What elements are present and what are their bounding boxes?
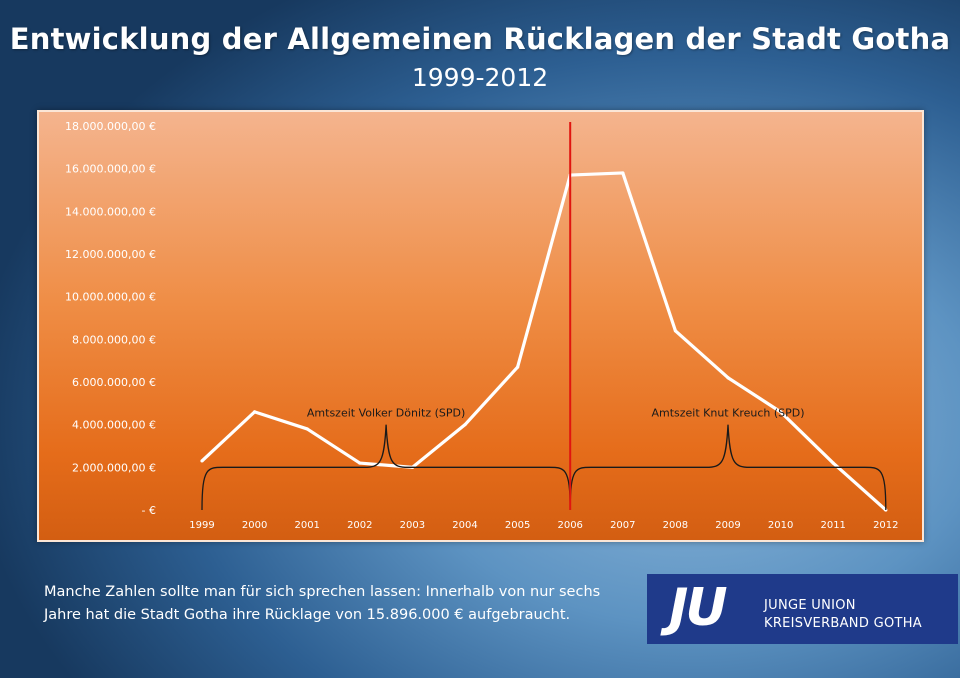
y-tick-label: 14.000.000,00 €	[65, 205, 156, 218]
chart-panel: - € 2.000.000,00 € 4.000.000,00 € 6.000.000…	[37, 110, 924, 542]
x-tick-label: 1999	[189, 520, 214, 531]
line-chart: - € 2.000.000,00 € 4.000.000,00 € 6.000.000…	[65, 120, 899, 531]
ju-logo-mark: JU	[669, 578, 728, 638]
data-point	[673, 329, 678, 333]
data-point	[200, 459, 204, 463]
data-point	[726, 376, 730, 380]
logo-text-line-2: KREISVERBAND GOTHA	[764, 616, 922, 631]
y-tick-label: - €	[142, 504, 156, 517]
y-tick-label: 16.000.000,00 €	[65, 163, 156, 176]
y-tick-label: 6.000.000,00 €	[72, 376, 156, 389]
data-point	[831, 461, 835, 465]
brace-kreuch	[569, 424, 887, 511]
footer-line-1: Manche Zahlen sollte man für sich sprech…	[44, 584, 601, 600]
y-tick-label: 18.000.000,00 €	[65, 120, 156, 133]
data-point	[358, 461, 362, 465]
chart-subtitle: 1999-2012	[411, 63, 549, 92]
x-tick-label: 2010	[768, 520, 793, 531]
y-tick-label: 12.000.000,00 €	[65, 248, 156, 261]
x-tick-label: 2006	[557, 520, 582, 531]
data-point	[621, 171, 625, 175]
annotation-doenitz: Amtszeit Volker Dönitz (SPD)	[307, 407, 465, 420]
data-point	[253, 410, 257, 414]
data-point	[516, 365, 520, 369]
logo-text-line-1: JUNGE UNION	[764, 598, 856, 613]
chart-title: Entwicklung der Allgemeinen Rücklagen de…	[9, 22, 951, 56]
x-tick-label: 2001	[294, 520, 319, 531]
data-point	[463, 423, 467, 427]
y-tick-label: 2.000.000,00 €	[72, 461, 156, 474]
footer-line-2: Jahre hat die Stadt Gotha ihre Rücklage …	[44, 607, 571, 623]
x-tick-label: 2007	[610, 520, 635, 531]
x-tick-label: 2004	[452, 520, 477, 531]
x-tick-label: 2011	[820, 520, 845, 531]
y-tick-label: 4.000.000,00 €	[72, 419, 156, 432]
x-tick-label: 2002	[347, 520, 372, 531]
x-tick-label: 2008	[663, 520, 688, 531]
annotation-kreuch: Amtszeit Knut Kreuch (SPD)	[651, 407, 804, 420]
footer-note: Manche Zahlen sollte man für sich sprech…	[44, 581, 644, 627]
x-tick-label: 2000	[242, 520, 267, 531]
junge-union-logo: JU JUNGE UNION KREISVERBAND GOTHA	[647, 574, 958, 644]
y-tick-label: 8.000.000,00 €	[72, 333, 156, 346]
x-tick-label: 2005	[505, 520, 530, 531]
data-point	[779, 410, 783, 414]
series-line	[200, 171, 887, 512]
x-tick-label: 2012	[873, 520, 898, 531]
x-tick-label: 2009	[715, 520, 740, 531]
brace-doenitz	[201, 424, 571, 511]
y-tick-label: 10.000.000,00 €	[65, 291, 156, 304]
data-point	[305, 427, 309, 431]
x-tick-label: 2003	[400, 520, 425, 531]
